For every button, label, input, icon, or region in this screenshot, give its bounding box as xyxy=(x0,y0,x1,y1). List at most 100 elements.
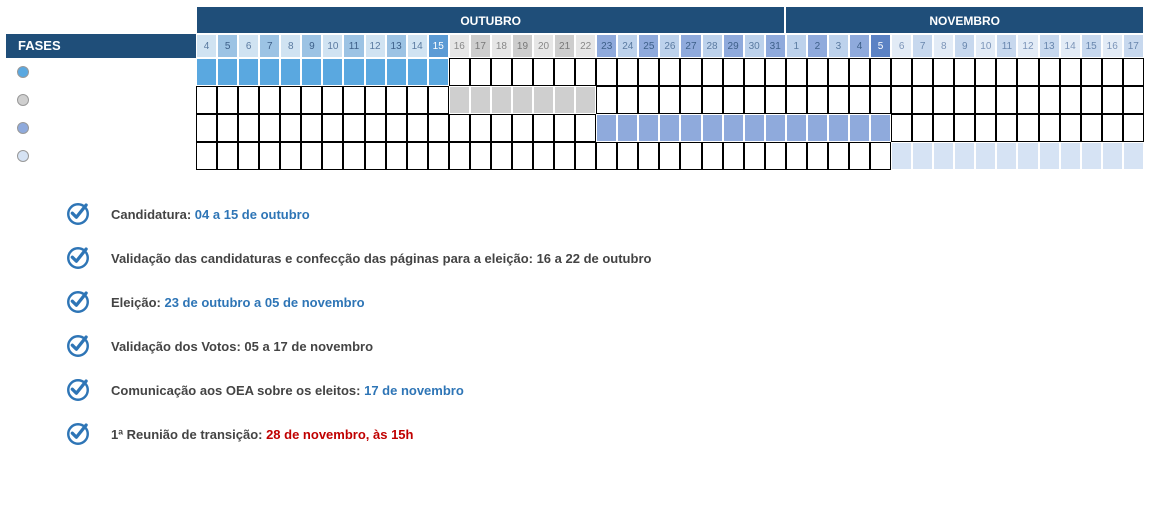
phase-cell xyxy=(912,58,933,86)
day-header: 6 xyxy=(891,34,912,58)
phase-cell xyxy=(491,86,512,114)
day-header: 8 xyxy=(280,34,301,58)
phase-cell xyxy=(659,142,680,170)
phase-cell xyxy=(343,142,364,170)
phase-cell xyxy=(744,142,765,170)
phase-cell xyxy=(407,58,428,86)
phase-row xyxy=(196,142,1144,170)
phase-cell xyxy=(196,114,217,142)
month-header: NOVEMBRO xyxy=(785,6,1144,34)
phase-cell xyxy=(1102,114,1123,142)
phase-cell xyxy=(512,142,533,170)
phase-cell xyxy=(575,86,596,114)
day-header: 21 xyxy=(554,34,575,58)
phase-cell xyxy=(617,86,638,114)
phase-cell xyxy=(533,58,554,86)
day-header: 4 xyxy=(849,34,870,58)
phase-cell xyxy=(238,58,259,86)
months-row: OUTUBRONOVEMBRO xyxy=(196,6,1144,34)
phase-cell xyxy=(196,58,217,86)
day-header: 17 xyxy=(1123,34,1144,58)
phase-cell xyxy=(1060,114,1081,142)
check-icon xyxy=(65,289,91,315)
day-header: 29 xyxy=(723,34,744,58)
legend-item: 1ª Reunião de transição: 28 de novembro,… xyxy=(65,421,1145,447)
day-header: 25 xyxy=(638,34,659,58)
phase-cell xyxy=(386,142,407,170)
check-icon-wrap xyxy=(65,289,91,315)
phase-cell xyxy=(596,114,617,142)
phase-cell xyxy=(702,114,723,142)
phase-cell xyxy=(386,58,407,86)
phase-cell xyxy=(428,142,449,170)
phase-cell xyxy=(554,86,575,114)
phase-cell xyxy=(765,58,786,86)
phase-cell xyxy=(765,86,786,114)
phase-cell xyxy=(996,86,1017,114)
day-header: 9 xyxy=(954,34,975,58)
phase-cell xyxy=(638,58,659,86)
phase-cell xyxy=(617,58,638,86)
phase-cell xyxy=(1060,86,1081,114)
phase-cell xyxy=(217,86,238,114)
phase-cell xyxy=(365,114,386,142)
day-header: 24 xyxy=(617,34,638,58)
phase-cell xyxy=(1123,58,1144,86)
day-header: 16 xyxy=(1102,34,1123,58)
phase-cell xyxy=(407,114,428,142)
day-header: 17 xyxy=(470,34,491,58)
day-header: 7 xyxy=(259,34,280,58)
day-header: 18 xyxy=(491,34,512,58)
phase-cell xyxy=(554,58,575,86)
phase-cell xyxy=(217,114,238,142)
phase-dot-icon xyxy=(17,150,29,162)
day-header: 9 xyxy=(301,34,322,58)
phase-cell xyxy=(554,114,575,142)
day-header: 5 xyxy=(217,34,238,58)
phase-cell xyxy=(386,86,407,114)
phase-cell xyxy=(533,142,554,170)
phase-cell xyxy=(596,58,617,86)
phase-cell xyxy=(512,58,533,86)
phase-cell xyxy=(975,58,996,86)
phase-cell xyxy=(807,114,828,142)
day-header: 12 xyxy=(1017,34,1038,58)
phase-cell xyxy=(1081,86,1102,114)
phase-cell xyxy=(470,58,491,86)
phase-cell xyxy=(449,114,470,142)
phase-cell xyxy=(891,142,912,170)
phase-cell xyxy=(491,114,512,142)
phase-cell xyxy=(596,86,617,114)
phase-cell xyxy=(596,142,617,170)
phase-cell xyxy=(617,114,638,142)
grid-column: OUTUBRONOVEMBRO 456789101112131415161718… xyxy=(196,6,1144,170)
phase-cell xyxy=(765,142,786,170)
phase-cell xyxy=(954,114,975,142)
legend: Candidatura: 04 a 15 de outubroValidação… xyxy=(5,201,1145,447)
day-header: 11 xyxy=(996,34,1017,58)
check-icon xyxy=(65,333,91,359)
phase-cell xyxy=(407,142,428,170)
phase-cell xyxy=(365,86,386,114)
phase-cell xyxy=(301,114,322,142)
phase-cell xyxy=(849,142,870,170)
phase-cell xyxy=(512,114,533,142)
phase-cell xyxy=(280,142,301,170)
phase-cell xyxy=(533,86,554,114)
phase-cell xyxy=(259,114,280,142)
day-header: 15 xyxy=(428,34,449,58)
phase-dot-icon xyxy=(17,122,29,134)
check-icon-wrap xyxy=(65,245,91,271)
phase-cell xyxy=(744,58,765,86)
phase-cell xyxy=(470,114,491,142)
phase-cell xyxy=(1039,58,1060,86)
phase-cell xyxy=(343,86,364,114)
check-icon-wrap xyxy=(65,201,91,227)
phase-cell xyxy=(912,114,933,142)
phase-cell xyxy=(975,86,996,114)
phase-cell xyxy=(891,114,912,142)
phase-cell xyxy=(1081,58,1102,86)
phase-cell xyxy=(723,142,744,170)
phase-cell xyxy=(680,114,701,142)
phase-cell xyxy=(954,142,975,170)
